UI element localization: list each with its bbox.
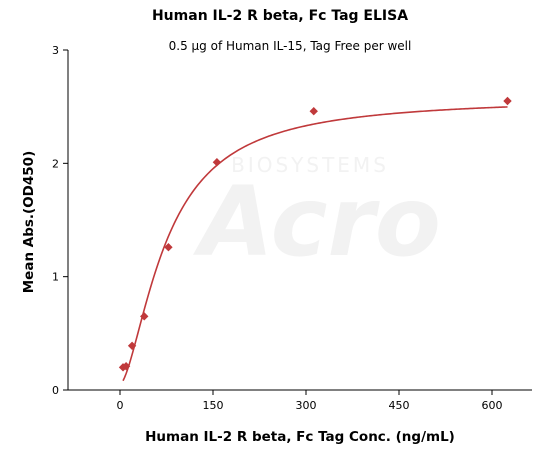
chart-subtitle: 0.5 μg of Human IL-15, Tag Free per well (169, 39, 412, 53)
plot-frame (67, 50, 532, 391)
x-tick-label: 450 (389, 399, 410, 412)
data-point (503, 96, 512, 106)
data-point (309, 107, 318, 116)
y-axis-ticks: 0 1 2 3 (52, 44, 68, 397)
chart-title: Human IL-2 R beta, Fc Tag ELISA (152, 8, 408, 24)
data-point (140, 312, 149, 321)
watermark-tagline: BIOSYSTEMS (231, 153, 389, 177)
x-tick-label: 600 (482, 399, 503, 412)
data-point (164, 243, 173, 252)
y-tick-label: 3 (52, 44, 59, 57)
x-axis-ticks: 0 150 300 450 600 (117, 390, 503, 412)
y-axis-label: Mean Abs.(OD450) (21, 151, 37, 294)
y-tick-label: 2 (52, 157, 59, 170)
x-tick-label: 150 (203, 399, 224, 412)
x-axis-label: Human IL-2 R beta, Fc Tag Conc. (ng/mL) (145, 429, 455, 445)
data-point (127, 341, 137, 350)
x-tick-label: 0 (117, 399, 124, 412)
data-point (212, 158, 222, 167)
y-tick-label: 1 (52, 271, 59, 284)
y-tick-label: 0 (52, 384, 59, 397)
fit-curve (122, 106, 508, 382)
x-tick-label: 300 (296, 399, 317, 412)
watermark: Acro BIOSYSTEMS (192, 153, 441, 278)
data-markers (118, 96, 512, 372)
watermark-brand: Acro (192, 166, 441, 278)
data-point (121, 362, 131, 371)
